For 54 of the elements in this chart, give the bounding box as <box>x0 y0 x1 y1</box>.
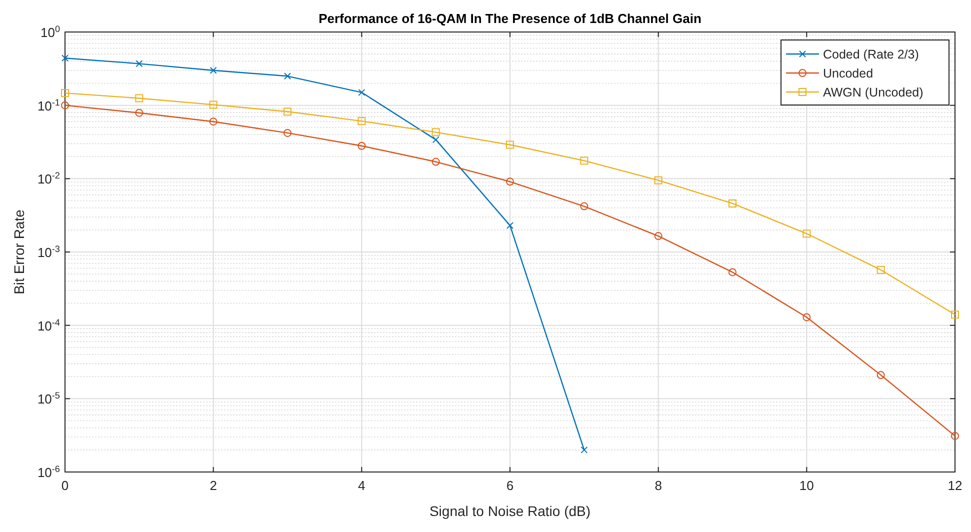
point <box>728 268 736 276</box>
point <box>358 117 366 126</box>
x-tick-label: 0 <box>61 478 69 493</box>
y-axis-title: Bit Error Rate <box>11 209 27 294</box>
x-tick-label: 6 <box>506 478 514 493</box>
point <box>432 158 440 166</box>
point <box>209 100 218 109</box>
point <box>802 230 811 238</box>
y-tick-label: 10$^{-5}$ <box>37 390 60 407</box>
x-tick-label: 10 <box>799 478 814 493</box>
point <box>432 136 440 144</box>
y-tick-label: 10$^{-4}$ <box>37 317 60 334</box>
point <box>802 313 811 322</box>
y-tick-label: 10$^{-1}$ <box>37 97 60 114</box>
point <box>136 60 143 68</box>
point <box>580 156 588 165</box>
point <box>61 101 69 110</box>
point <box>506 178 514 186</box>
point <box>951 310 959 319</box>
point <box>135 94 144 102</box>
point <box>210 66 217 74</box>
point <box>284 108 292 116</box>
point <box>62 54 68 62</box>
legend-label: Coded (Rate 2/3) <box>823 48 919 62</box>
point <box>61 89 69 98</box>
point <box>506 222 514 229</box>
x-tick-label: 12 <box>948 478 962 493</box>
legend-label: AWGN (Uncoded) <box>823 86 924 100</box>
point <box>209 118 218 126</box>
y-tick-label: 10$^{-6}$ <box>37 464 60 480</box>
chart-title: Performance of 16-QAM In The Presence of 1dB Channel Gain <box>318 11 702 26</box>
point <box>876 371 885 380</box>
y-tick-label: 10$^{0}$ <box>40 24 60 40</box>
point <box>951 432 959 440</box>
x-tick-label: 2 <box>210 478 217 493</box>
point <box>876 266 885 274</box>
y-tick-label: 10$^{-3}$ <box>37 244 60 260</box>
point <box>284 128 292 137</box>
point <box>728 199 736 208</box>
point <box>358 142 366 150</box>
x-tick-label: 4 <box>358 478 366 493</box>
x-axis-title: Signal to Noise Ratio (dB) <box>429 503 591 519</box>
point <box>580 446 588 454</box>
point <box>580 202 588 210</box>
point <box>654 232 662 240</box>
point <box>506 140 514 149</box>
point <box>432 128 440 136</box>
point <box>358 88 366 96</box>
point <box>284 72 291 80</box>
y-tick-label: 10$^{-2}$ <box>37 170 60 187</box>
point <box>135 108 144 117</box>
point <box>654 176 662 184</box>
legend-label: Uncoded <box>823 66 874 80</box>
x-tick-label: 8 <box>654 478 662 493</box>
